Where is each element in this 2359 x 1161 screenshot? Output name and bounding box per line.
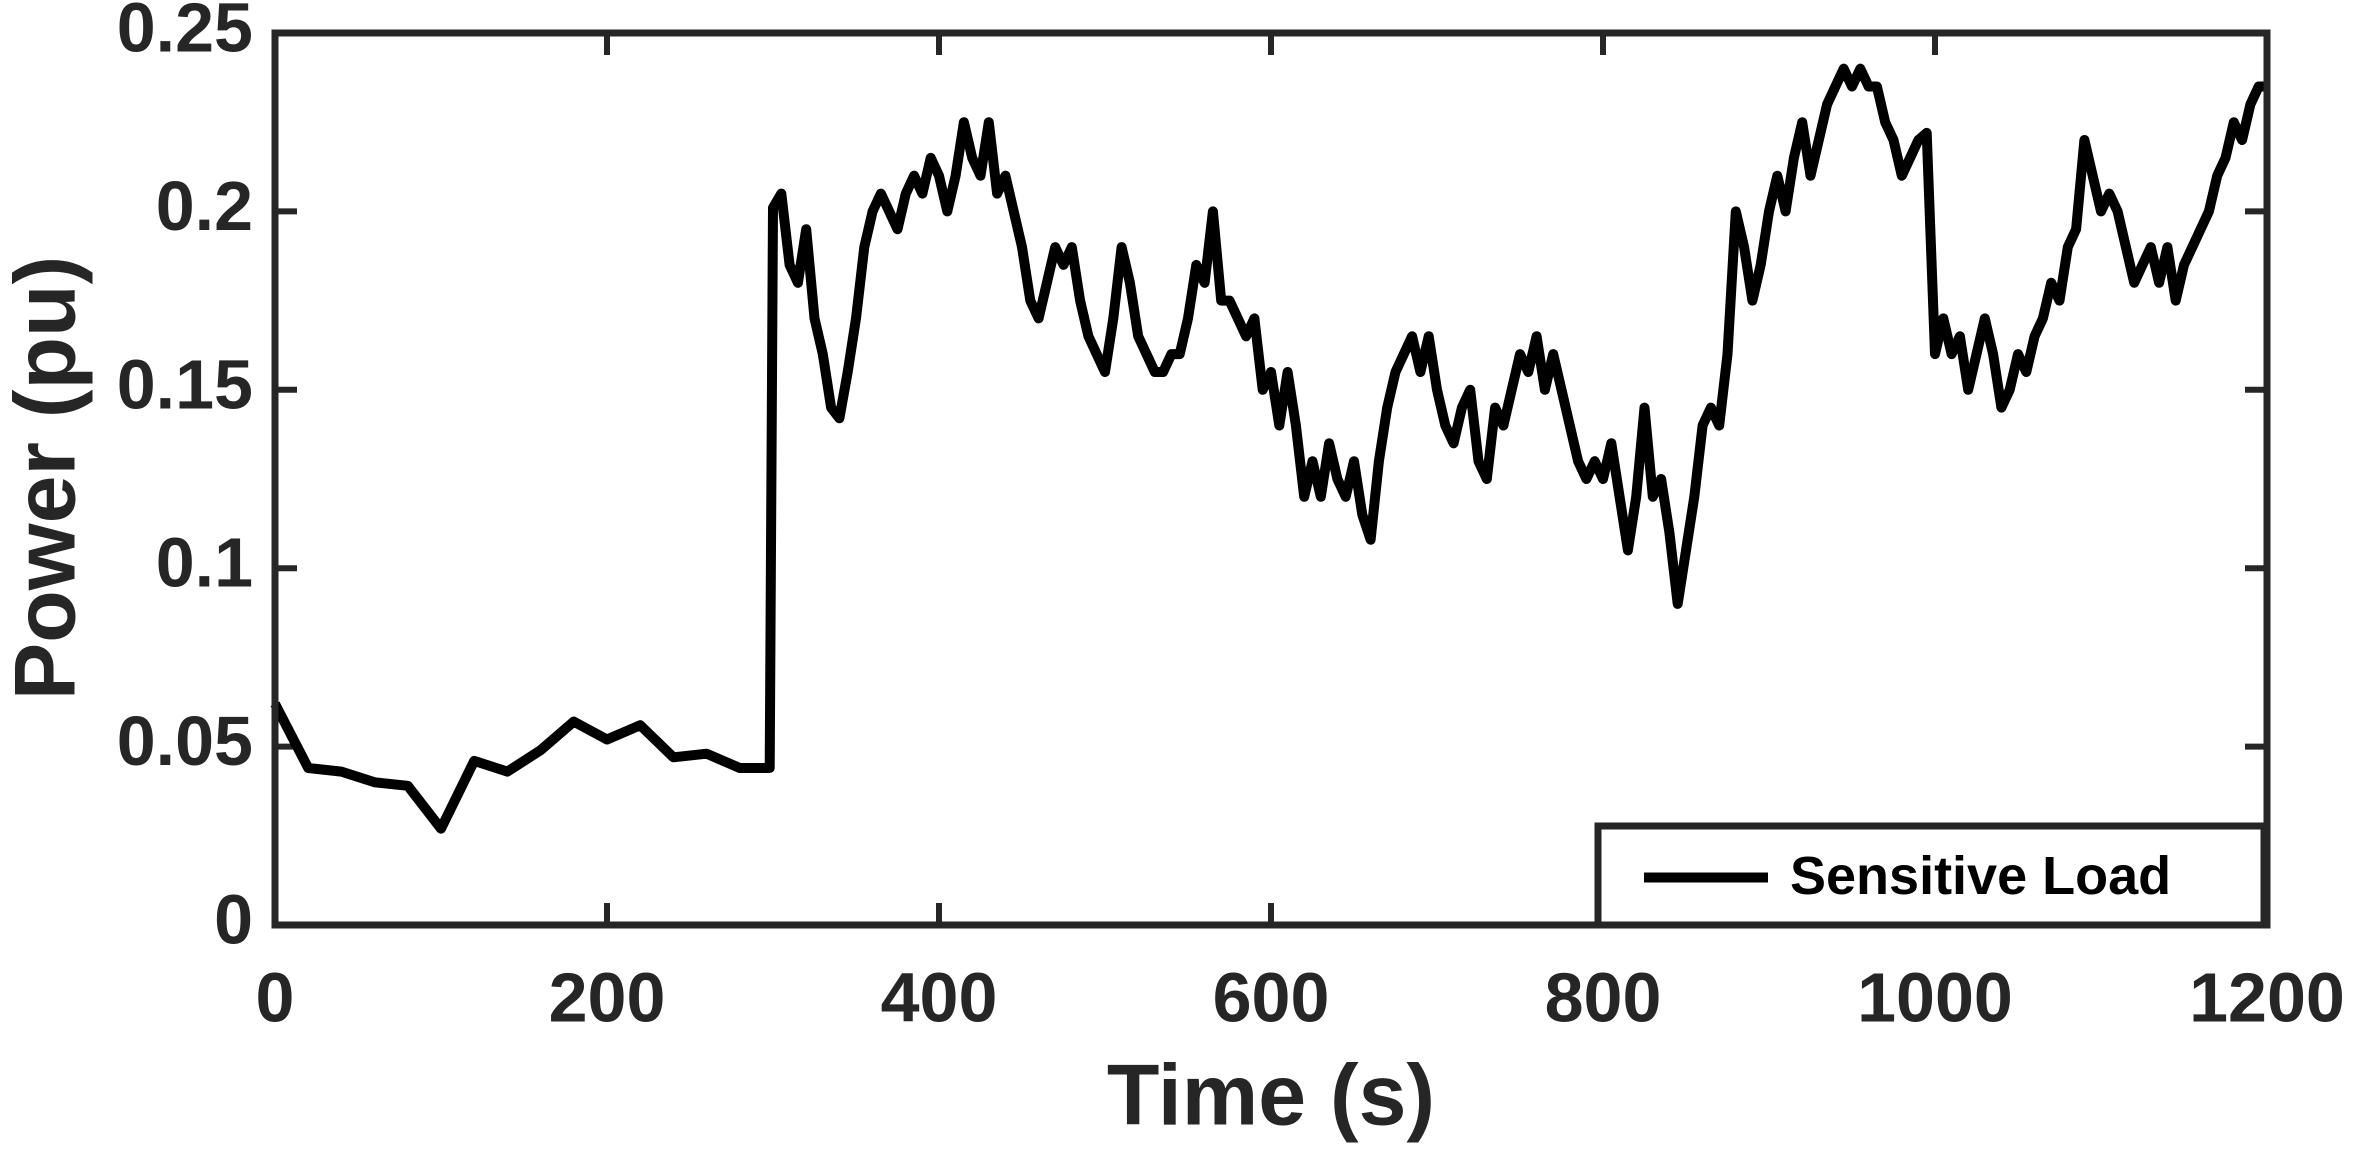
line-series	[270, 63, 2267, 834]
y-tick-label: 0.1	[156, 524, 253, 602]
x-tick-label: 1200	[2189, 958, 2345, 1036]
x-tick-label: 1000	[1857, 958, 2013, 1036]
x-tick-label: 600	[1213, 958, 1330, 1036]
y-tick-label: 0.25	[117, 0, 253, 66]
y-axis-title: Power (pu)	[0, 256, 94, 700]
y-tick-label: 0.05	[117, 702, 253, 780]
x-tick-label: 400	[881, 958, 998, 1036]
y-tick-label: 0	[214, 880, 253, 958]
x-tick-label: 200	[549, 958, 666, 1036]
y-tick-label: 0.15	[117, 345, 253, 423]
legend-label: Sensitive Load	[1790, 846, 2171, 906]
y-tick-label: 0.2	[156, 167, 253, 245]
x-tick-label: 800	[1545, 958, 1662, 1036]
x-axis-title: Time (s)	[1107, 1048, 1435, 1144]
plot-frame	[271, 29, 2271, 929]
x-tick-label: 0	[256, 958, 295, 1036]
